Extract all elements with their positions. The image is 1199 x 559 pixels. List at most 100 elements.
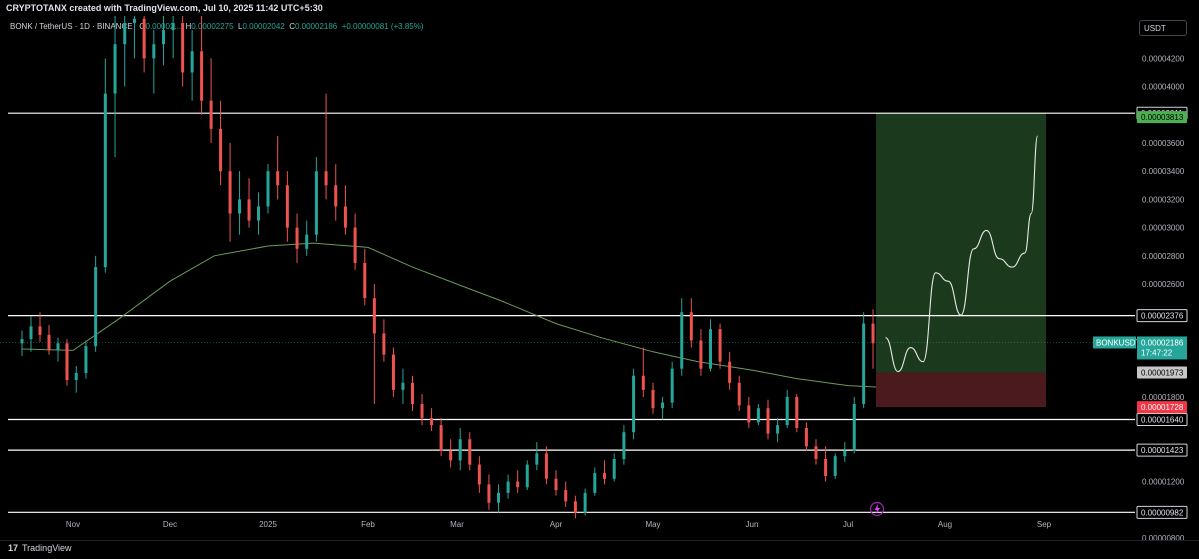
- profit-zone: [876, 112, 1046, 373]
- candle-body: [411, 382, 414, 404]
- candle-body: [47, 334, 51, 351]
- y-tick-label: 0.00003400: [1142, 167, 1185, 176]
- candle: [651, 382, 655, 414]
- y-tick-label: 0.00003000: [1142, 224, 1185, 233]
- candle-body: [766, 408, 770, 434]
- candle-body: [603, 473, 606, 479]
- brand-name: TradingView: [22, 543, 72, 553]
- candle: [804, 422, 808, 451]
- candle-body: [544, 453, 548, 479]
- candle-body: [38, 326, 42, 335]
- candle: [266, 164, 270, 214]
- candle: [29, 316, 33, 352]
- candle-body: [401, 382, 405, 390]
- level-badge: 0.00001423: [1136, 443, 1188, 457]
- candle: [171, 16, 175, 59]
- candle-body: [804, 427, 808, 447]
- candle: [583, 488, 587, 516]
- candle: [554, 470, 558, 496]
- y-tick-label: 0.00004200: [1142, 54, 1185, 63]
- candle-body: [200, 51, 204, 101]
- candle: [737, 375, 741, 412]
- candle-body: [84, 346, 88, 373]
- price-badge-box: [1137, 336, 1187, 360]
- level-badge: 0.00000982: [1136, 505, 1188, 519]
- entry-badge-box: [1137, 366, 1187, 379]
- change-value: +0.00000081 (+3.85%): [341, 22, 424, 31]
- candle: [200, 16, 204, 115]
- candle-body: [756, 408, 760, 423]
- footer: [0, 540, 1199, 559]
- candle-body: [718, 329, 722, 362]
- y-tick-label: 0.00003200: [1142, 195, 1185, 204]
- candle-body: [334, 185, 338, 207]
- y-tick-label: 0.00003600: [1142, 139, 1185, 148]
- stop-badge-text: 0.00001728: [1141, 403, 1184, 412]
- candle-body: [285, 185, 289, 228]
- candle: [871, 309, 875, 369]
- candle: [728, 351, 732, 390]
- level-badge-box: [1136, 505, 1188, 519]
- candle: [544, 446, 548, 485]
- candle: [285, 171, 289, 242]
- price-chart[interactable]: Nov Dec 2025 Feb Mar Apr May Jun Jul Aug Sep 0.000…: [0, 16, 1199, 540]
- candle-body: [266, 171, 270, 207]
- candle: [458, 427, 462, 471]
- candle: [718, 323, 722, 369]
- candle-body: [123, 23, 127, 45]
- position-zones: [876, 112, 1046, 408]
- take-profit-badge-box: [1137, 111, 1187, 124]
- candle-body: [487, 484, 491, 503]
- candle: [516, 470, 520, 493]
- candle: [535, 442, 539, 471]
- candle-body: [651, 389, 655, 409]
- candle: [689, 298, 693, 348]
- price-badges: 0.000038110.000023760.000016400.00001423…: [1093, 106, 1188, 519]
- low-label: L: [238, 22, 243, 31]
- entry-badge-text: 0.00001973: [1141, 369, 1184, 378]
- tradingview-brand[interactable]: 17 TradingView: [8, 543, 72, 553]
- candle-body: [65, 343, 69, 380]
- candle: [824, 446, 828, 482]
- candle: [708, 319, 712, 372]
- candle-body: [314, 171, 318, 235]
- candle: [162, 16, 166, 66]
- entry-badge: 0.00001973: [1137, 366, 1187, 379]
- open-label: O: [139, 22, 146, 31]
- candle-body: [238, 199, 242, 214]
- candle: [814, 439, 818, 465]
- candle: [497, 484, 501, 513]
- candle: [247, 178, 251, 228]
- low-value: 0.00002042: [242, 22, 285, 31]
- y-tick-label: 0.00001800: [1142, 393, 1185, 402]
- level-badge-text: 0.00001423: [1141, 446, 1184, 455]
- candle: [420, 394, 424, 426]
- projection-path: [885, 135, 1039, 373]
- candle: [142, 16, 146, 73]
- candle: [622, 425, 626, 465]
- level-badge-box: [1136, 412, 1188, 426]
- y-tick-label: 0.00000800: [1142, 534, 1185, 540]
- candle-body: [708, 329, 712, 369]
- candle: [152, 30, 156, 94]
- currency-selector[interactable]: USDT: [1139, 20, 1187, 36]
- y-tick-label: 0.00002800: [1142, 252, 1185, 261]
- lightning-icon[interactable]: [869, 501, 885, 517]
- candle: [38, 312, 42, 342]
- candle-body: [824, 458, 828, 476]
- x-tick-label: 2025: [259, 520, 277, 529]
- candle: [661, 396, 665, 420]
- level-badge-text: 0.00002376: [1141, 312, 1184, 321]
- candle: [641, 347, 645, 397]
- candle: [94, 255, 98, 352]
- candle: [190, 30, 194, 101]
- candle: [564, 481, 568, 507]
- candle: [56, 337, 60, 362]
- countdown-text: 17:47:22: [1141, 348, 1173, 357]
- candle: [257, 192, 261, 235]
- x-tick-label: Jun: [746, 520, 759, 529]
- x-tick-label: May: [645, 520, 660, 529]
- x-tick-label: Jul: [843, 520, 853, 529]
- candle: [487, 474, 491, 510]
- candle-body: [56, 343, 60, 351]
